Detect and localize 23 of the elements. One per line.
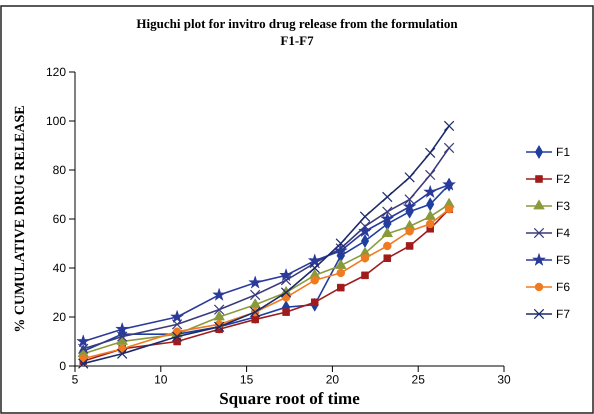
x-axis-title: Square root of time <box>219 389 360 408</box>
x-tick-label: 30 <box>497 372 511 387</box>
legend-label: F4 <box>556 226 570 240</box>
legend-label: F1 <box>556 145 570 159</box>
x-tick-label: 20 <box>326 372 340 387</box>
legend-label: F3 <box>556 199 570 213</box>
x-tick-label: 15 <box>240 372 254 387</box>
y-axis-title: % CUMULATIVE DRUG RELEASE <box>13 105 28 333</box>
x-tick-label: 25 <box>412 372 426 387</box>
chart-title: Higuchi plot for invitro drug release from the formulation F1-F7 <box>136 16 458 48</box>
legend-label: F7 <box>556 307 570 321</box>
y-tick-label: 60 <box>52 212 66 226</box>
legend-label: F6 <box>556 280 570 294</box>
x-tick-label: 5 <box>72 372 79 387</box>
x-tick-label: 10 <box>154 372 168 387</box>
y-tick-label: 100 <box>46 114 66 128</box>
y-tick-label: 40 <box>52 260 66 275</box>
legend-label: F5 <box>556 253 570 267</box>
y-tick-label: 20 <box>52 310 66 324</box>
legend-label: F2 <box>556 172 570 186</box>
y-tick-label: 0 <box>59 358 66 373</box>
y-tick-label: 80 <box>52 162 66 177</box>
y-tick-label: 120 <box>46 64 66 79</box>
